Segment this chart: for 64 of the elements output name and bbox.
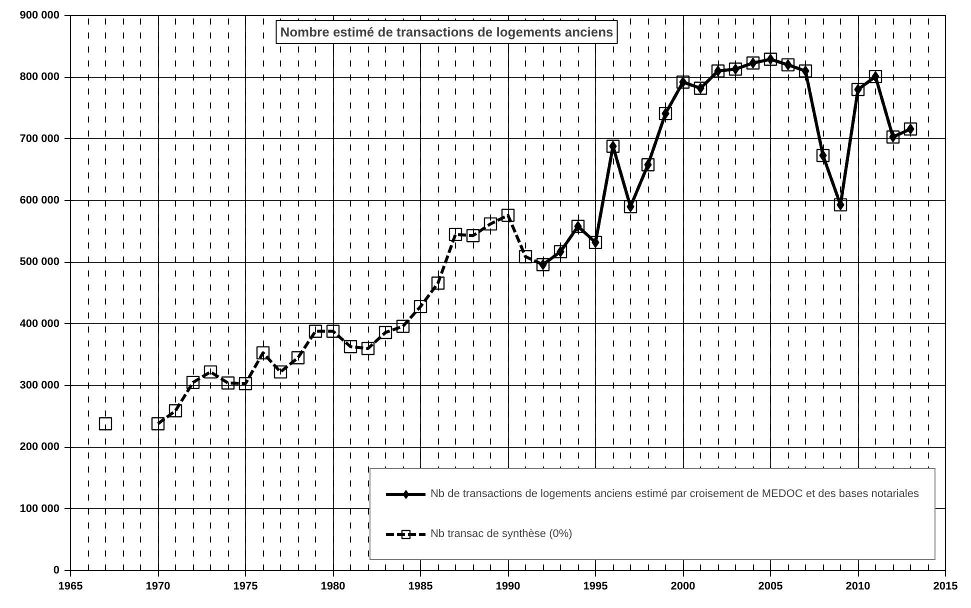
point [781, 58, 795, 72]
point [554, 245, 568, 258]
x-tick-label: 1980 [320, 580, 346, 592]
x-tick-label: 2015 [933, 580, 958, 592]
point [834, 198, 848, 212]
point [378, 326, 392, 340]
point [798, 64, 812, 78]
point [904, 122, 918, 136]
y-tick-label: 700 000 [20, 132, 60, 145]
point [658, 106, 672, 120]
x-tick-label: 1990 [496, 580, 520, 592]
y-tick-label: 900 000 [20, 10, 60, 22]
point [868, 70, 882, 84]
y-tick-label: 500 000 [20, 256, 60, 268]
y-tick-label: 400 000 [20, 318, 60, 330]
x-tick-label: 1985 [408, 580, 433, 592]
point [466, 229, 480, 242]
point [414, 300, 428, 314]
point [501, 208, 515, 222]
x-tick-label: 1995 [583, 580, 608, 592]
point [851, 82, 865, 96]
point [344, 340, 358, 354]
point [274, 365, 288, 379]
point [204, 365, 218, 379]
point [326, 324, 340, 338]
point [186, 376, 200, 390]
point [221, 376, 235, 390]
x-tick-label: 2010 [846, 580, 870, 592]
point [764, 52, 778, 66]
y-tick-label: 300 000 [20, 380, 60, 392]
x-tick-label: 1965 [58, 580, 83, 592]
point [816, 148, 830, 162]
point [518, 250, 532, 264]
point [151, 417, 165, 430]
point [396, 320, 410, 333]
point [886, 130, 900, 144]
point [448, 228, 462, 242]
legend-label: Nb de transactions de logements anciens estimé par croisement de MEDOC et des bases notariales [430, 488, 919, 500]
point [168, 404, 182, 418]
point [238, 377, 252, 390]
text: Nombre estimé de transactions de logements anciens [280, 24, 614, 40]
x-tick-label: 2005 [758, 580, 783, 592]
y-tick-label: 100 000 [20, 502, 60, 515]
point [256, 346, 270, 360]
point [746, 56, 760, 70]
point [431, 276, 445, 290]
point [588, 236, 602, 250]
y-tick-label: 800 000 [20, 71, 60, 84]
y-tick-label: 0 [53, 564, 60, 576]
point [308, 324, 322, 338]
point [291, 351, 305, 364]
point [361, 342, 375, 356]
point [536, 258, 550, 272]
point [711, 64, 725, 78]
point [98, 417, 112, 430]
point [694, 82, 708, 95]
x-tick-label: 1970 [146, 580, 170, 592]
legend-label: Nb transac de synthèse (0%) [430, 528, 572, 540]
x-tick-label: 1975 [233, 580, 258, 592]
point [484, 217, 498, 231]
point [676, 76, 690, 89]
y-tick-label: 600 000 [20, 194, 60, 206]
x-tick-label: 2000 [670, 580, 696, 592]
y-tick-label: 200 000 [20, 441, 60, 454]
